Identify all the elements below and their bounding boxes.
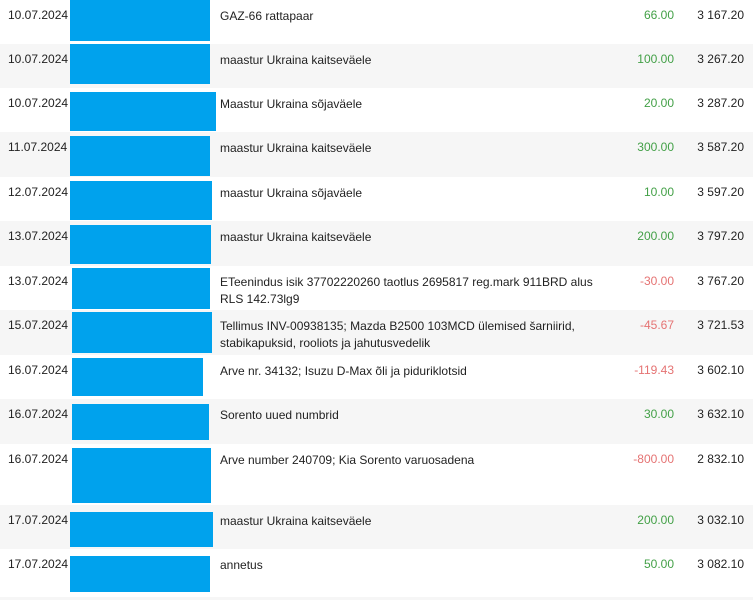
table-row: 10.07.2024 GAZ-66 rattapaar 66.00 3 167.… xyxy=(0,0,753,44)
transaction-balance: 3 587.20 xyxy=(697,140,744,154)
table-row: 12.07.2024 maastur Ukraina sõjaväele 10.… xyxy=(0,177,753,221)
transaction-date: 17.07.2024 xyxy=(8,513,69,527)
transaction-description: maastur Ukraina kaitseväele xyxy=(220,141,372,155)
transaction-amount: -45.67 xyxy=(639,318,674,332)
table-row: 10.07.2024 Maastur Ukraina sõjaväele 20.… xyxy=(0,88,753,132)
transaction-date: 11.07.2024 xyxy=(8,140,68,154)
transaction-balance: 3 632.10 xyxy=(697,407,744,421)
transaction-balance: 3 797.20 xyxy=(697,229,744,243)
transaction-date: 16.07.2024 xyxy=(8,363,69,377)
redacted-counterparty xyxy=(70,512,213,547)
table-row: 10.07.2024 maastur Ukraina kaitseväele 1… xyxy=(0,44,753,88)
transaction-balance: 2 832.10 xyxy=(697,452,744,466)
transaction-amount: 30.00 xyxy=(643,407,674,421)
transaction-amount: 200.00 xyxy=(637,229,674,243)
table-row: 17.07.2024 annetus 50.00 3 082.10 xyxy=(0,549,753,597)
table-row: 15.07.2024 Tellimus INV-00938135; Mazda … xyxy=(0,310,753,355)
transaction-balance: 3 267.20 xyxy=(697,52,744,66)
transaction-balance: 3 032.10 xyxy=(697,513,744,527)
table-row: 16.07.2024 Arve number 240709; Kia Soren… xyxy=(0,444,753,505)
redacted-counterparty xyxy=(70,556,210,592)
transaction-description: Arve number 240709; Kia Sorento varuosad… xyxy=(220,453,475,467)
table-row: 11.07.2024 maastur Ukraina kaitseväele 3… xyxy=(0,132,753,177)
transaction-description: maastur Ukraina sõjaväele xyxy=(220,186,363,200)
transaction-description: maastur Ukraina kaitseväele xyxy=(220,514,372,528)
transaction-date: 10.07.2024 xyxy=(8,96,69,110)
transaction-balance: 3 767.20 xyxy=(697,274,744,288)
transaction-date: 16.07.2024 xyxy=(8,407,69,421)
transaction-description: maastur Ukraina kaitseväele xyxy=(220,53,372,67)
transaction-date: 13.07.2024 xyxy=(8,229,69,243)
transaction-amount: 20.00 xyxy=(643,96,674,110)
transaction-date: 13.07.2024 xyxy=(8,274,69,288)
transaction-amount: 50.00 xyxy=(643,557,674,571)
table-row: 16.07.2024 Arve nr. 34132; Isuzu D-Max õ… xyxy=(0,355,753,399)
redacted-counterparty xyxy=(72,448,211,503)
transaction-amount: 100.00 xyxy=(637,52,674,66)
redacted-counterparty xyxy=(72,268,210,309)
redacted-counterparty xyxy=(72,358,203,396)
redacted-counterparty xyxy=(70,225,211,264)
transaction-balance: 3 167.20 xyxy=(697,8,744,22)
transaction-amount: 300.00 xyxy=(637,140,674,154)
redacted-counterparty xyxy=(70,92,216,131)
transaction-amount: -119.43 xyxy=(634,363,674,377)
transaction-date: 16.07.2024 xyxy=(8,452,69,466)
transaction-description: annetus xyxy=(220,558,263,572)
redacted-counterparty xyxy=(70,0,210,41)
redacted-counterparty xyxy=(72,404,209,440)
transaction-description: GAZ-66 rattapaar xyxy=(220,9,314,23)
table-row: 16.07.2024 Sorento uued numbrid 30.00 3 … xyxy=(0,399,753,444)
transaction-description: maastur Ukraina kaitseväele xyxy=(220,230,372,244)
transaction-date: 17.07.2024 xyxy=(8,557,69,571)
table-row: 17.07.2024 maastur Ukraina kaitseväele 2… xyxy=(0,505,753,549)
transaction-description: Tellimus INV-00938135; Mazda B2500 103MC… xyxy=(220,319,575,350)
redacted-counterparty xyxy=(72,312,212,353)
transaction-balance: 3 597.20 xyxy=(697,185,744,199)
redacted-counterparty xyxy=(70,181,212,220)
transaction-amount: 200.00 xyxy=(637,513,674,527)
table-row: 13.07.2024 ETeenindus isik 37702220260 t… xyxy=(0,266,753,310)
transaction-balance: 3 082.10 xyxy=(697,557,744,571)
transaction-amount: 10.00 xyxy=(643,185,674,199)
transaction-balance: 3 602.10 xyxy=(697,363,744,377)
transaction-description: ETeenindus isik 37702220260 taotlus 2695… xyxy=(220,275,593,306)
transaction-balance: 3 287.20 xyxy=(697,96,744,110)
table-row xyxy=(0,597,753,600)
transaction-date: 10.07.2024 xyxy=(8,52,69,66)
redacted-counterparty xyxy=(70,136,210,176)
transaction-date: 10.07.2024 xyxy=(8,8,69,22)
redacted-counterparty xyxy=(70,44,210,84)
transaction-date: 15.07.2024 xyxy=(8,318,69,332)
transaction-description: Sorento uued numbrid xyxy=(220,408,339,422)
table-row: 13.07.2024 maastur Ukraina kaitseväele 2… xyxy=(0,221,753,266)
transaction-balance: 3 721.53 xyxy=(697,318,744,332)
transaction-amount: -800.00 xyxy=(633,452,674,466)
transaction-amount: -30.00 xyxy=(639,274,674,288)
transaction-date: 12.07.2024 xyxy=(8,185,69,199)
transaction-description: Maastur Ukraina sõjaväele xyxy=(220,97,363,111)
transaction-description: Arve nr. 34132; Isuzu D-Max õli ja pidur… xyxy=(220,364,467,378)
transaction-amount: 66.00 xyxy=(643,8,674,22)
